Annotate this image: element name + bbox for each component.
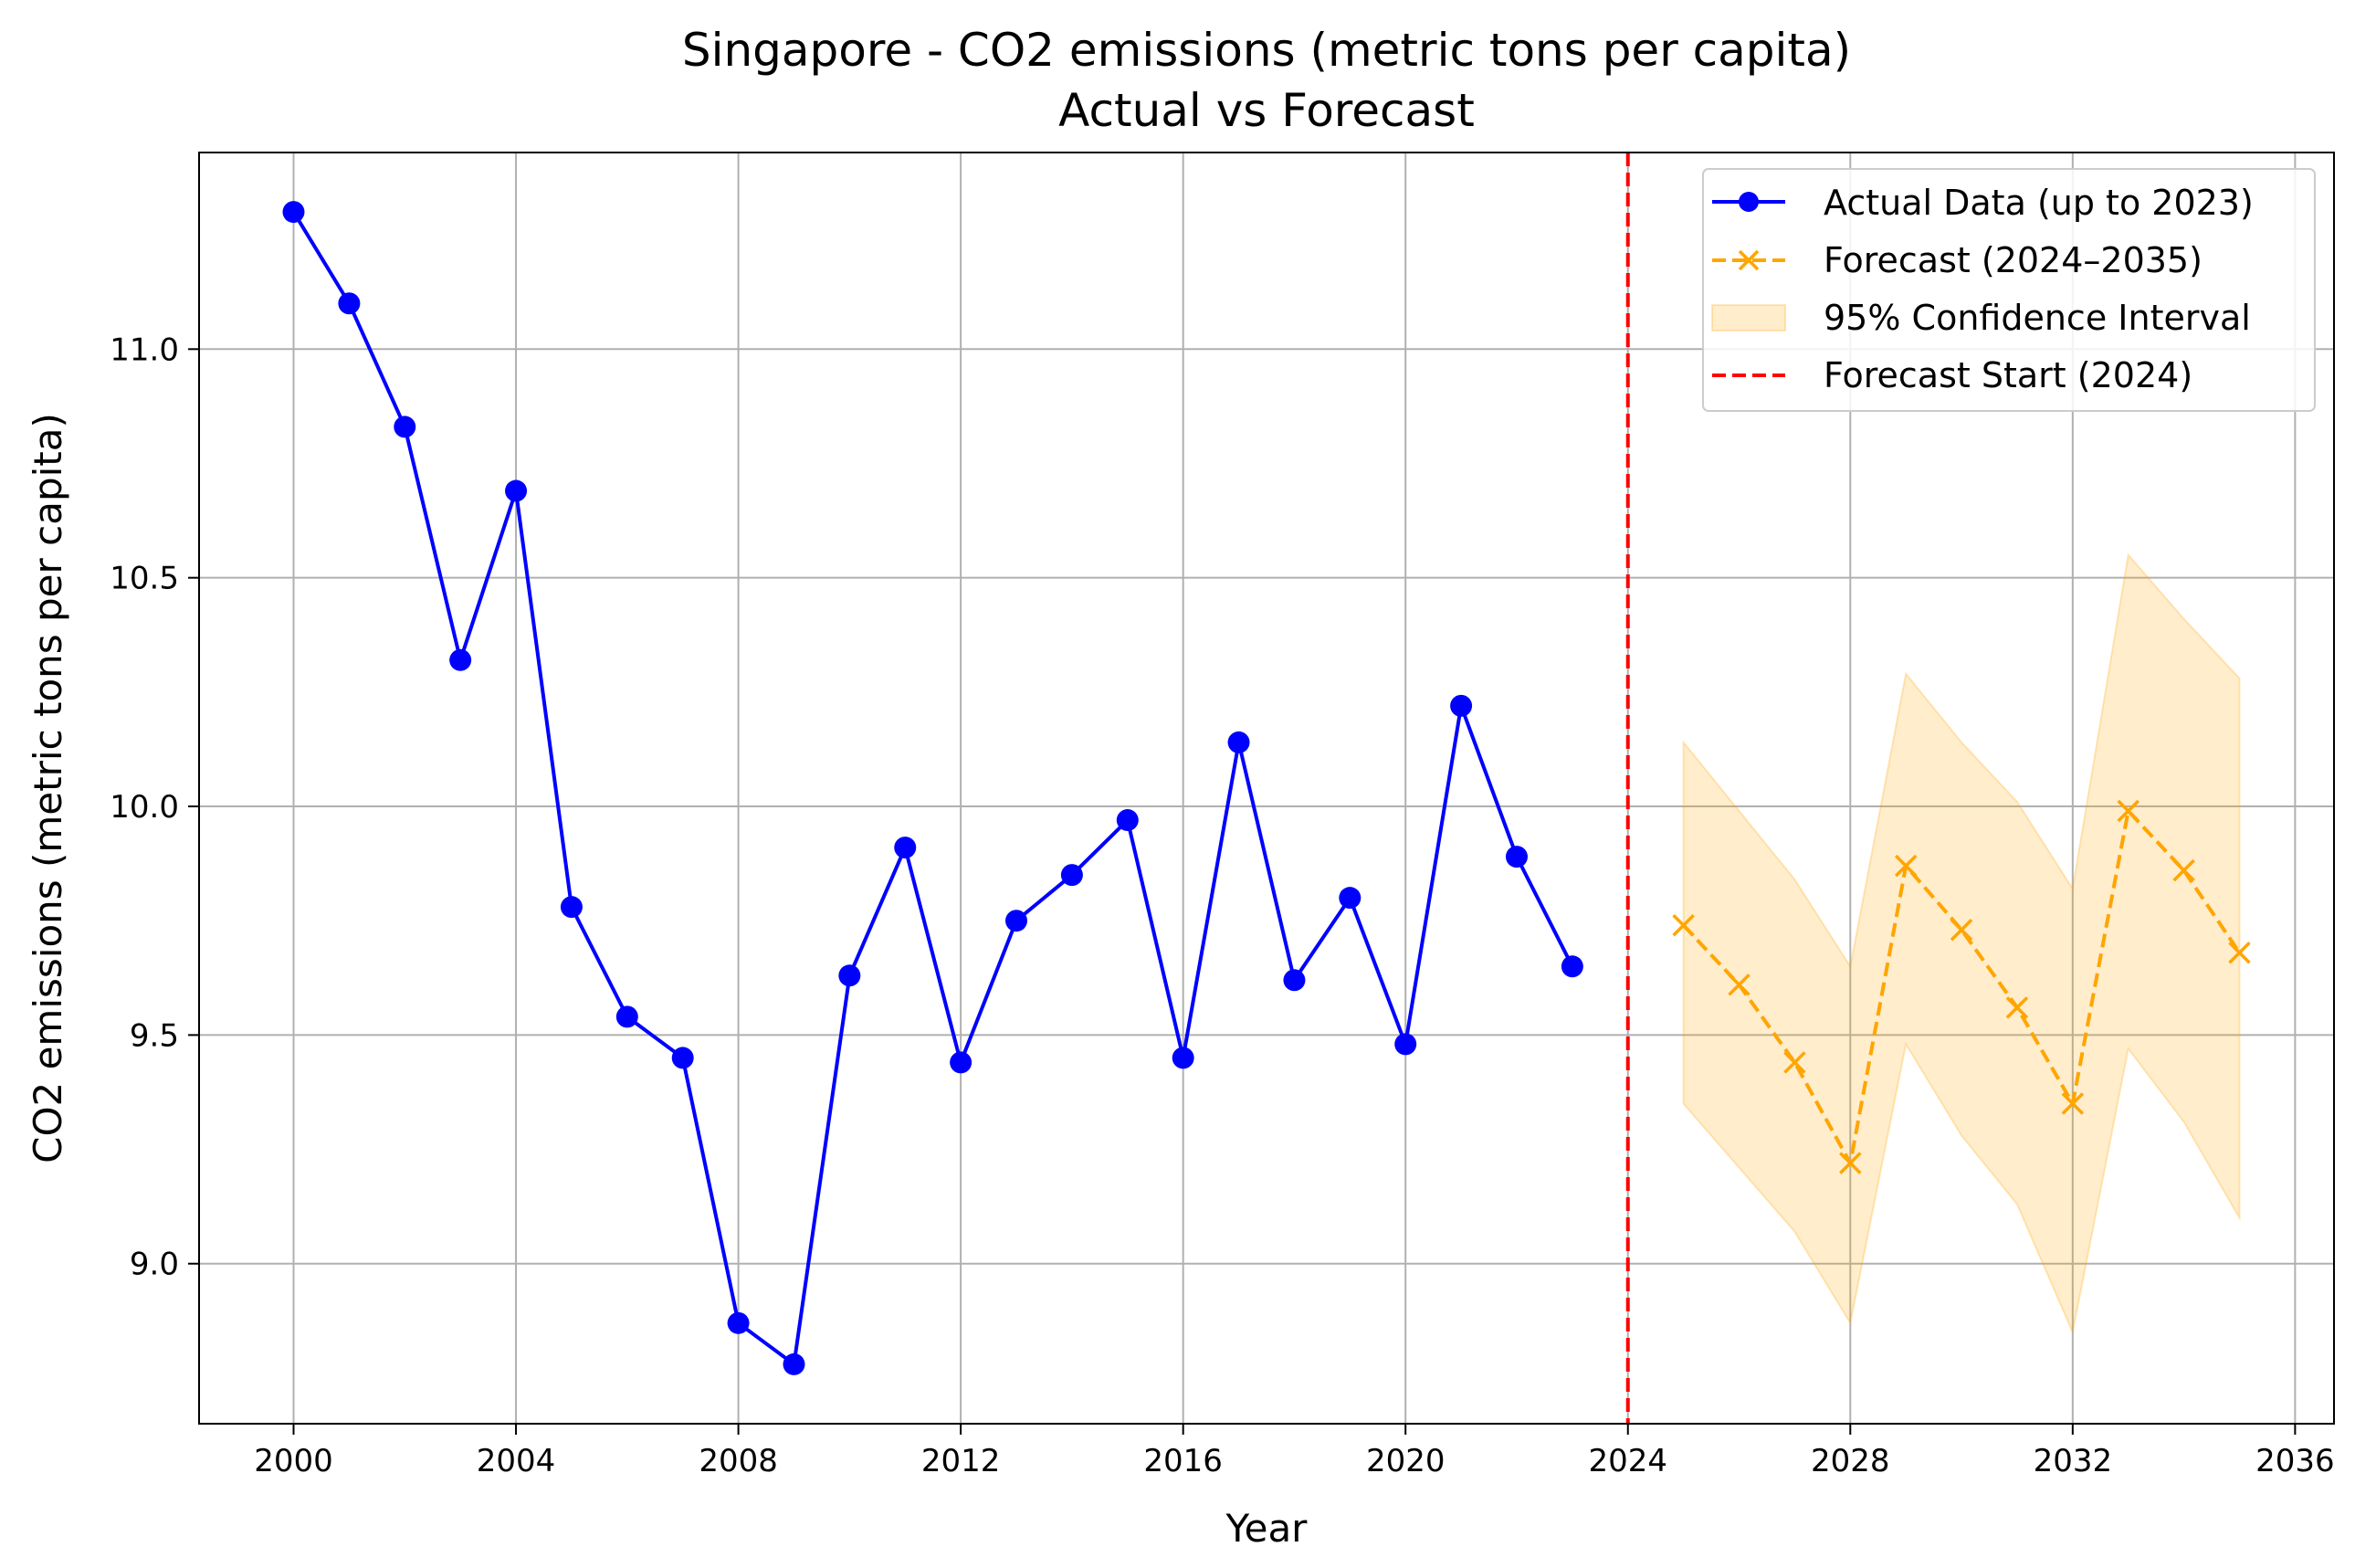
actual-point — [1005, 910, 1028, 932]
forecast-point — [2061, 1092, 2085, 1115]
legend: Actual Data (up to 2023) Forecast (2024–… — [1702, 168, 2316, 412]
actual-point — [505, 479, 528, 502]
forecast-point — [1783, 1051, 1806, 1074]
y-tick-label: 11.0 — [110, 331, 179, 368]
actual-point — [1561, 955, 1583, 978]
actual-point — [1505, 846, 1528, 868]
x-tick-label: 2012 — [921, 1443, 1001, 1479]
legend-frame — [1702, 168, 2316, 412]
forecast-point — [1839, 1152, 1862, 1174]
x-tick-label: 2016 — [1143, 1443, 1223, 1479]
forecast-point — [1950, 918, 1973, 942]
actual-point — [1060, 864, 1083, 887]
actual-point — [950, 1051, 972, 1074]
actual-point — [1116, 809, 1139, 832]
actual-point — [338, 292, 361, 315]
x-tick-label: 2032 — [2034, 1443, 2113, 1479]
x-axis-label: Year — [1225, 1506, 1309, 1551]
y-tick-label: 10.0 — [110, 789, 179, 826]
legend-actual-label: Actual Data (up to 2023) — [1824, 183, 2254, 223]
chart-title: Singapore - CO2 emissions (metric tons p… — [682, 24, 1851, 77]
x-tick-label: 2024 — [1588, 1443, 1667, 1479]
actual-point — [671, 1047, 694, 1069]
y-axis-label: CO2 emissions (metric tons per capita) — [26, 413, 70, 1163]
actual-point — [1394, 1033, 1417, 1056]
legend-forecast-marker — [1738, 249, 1760, 271]
actual-point — [615, 1005, 638, 1028]
forecast-point — [2117, 799, 2139, 823]
forecast-point — [1728, 973, 1750, 996]
actual-point — [1339, 887, 1361, 910]
x-tick-label: 2036 — [2255, 1443, 2335, 1479]
y-tick-label: 9.5 — [130, 1017, 179, 1054]
forecast-line — [1682, 809, 2242, 1165]
actual-line — [291, 211, 1574, 1366]
x-axis: 2000 2004 2008 2012 2016 2020 2024 2028 2032 2036 — [254, 1424, 2335, 1479]
y-tick-label: 9.0 — [130, 1247, 179, 1283]
forecast-point — [1894, 854, 1918, 878]
forecast-point — [2228, 942, 2251, 964]
actual-point — [1227, 731, 1250, 753]
actual-point — [449, 648, 472, 671]
confidence-band — [1682, 552, 2241, 1336]
legend-ci-swatch — [1711, 304, 1786, 331]
legend-forecast-label: Forecast (2024–2035) — [1824, 240, 2203, 280]
actual-point — [838, 964, 861, 987]
forecast-point — [2172, 858, 2195, 882]
legend-ci-label: 95% Confidence Interval — [1824, 298, 2251, 338]
y-tick-label: 10.5 — [110, 561, 179, 597]
x-tick-label: 2000 — [254, 1443, 333, 1479]
actual-point — [560, 896, 583, 919]
x-tick-label: 2028 — [1811, 1443, 1890, 1479]
actual-point — [394, 416, 416, 438]
actual-point — [282, 201, 305, 224]
actual-point — [1283, 969, 1306, 992]
actual-point — [1450, 694, 1473, 717]
actual-point — [727, 1311, 750, 1334]
x-tick-label: 2020 — [1366, 1443, 1446, 1479]
actual-point — [1172, 1047, 1194, 1069]
series-layer — [282, 201, 2251, 1375]
forecast-point — [2005, 996, 2029, 1019]
x-tick-label: 2008 — [699, 1443, 778, 1479]
legend-vline-label: Forecast Start (2024) — [1824, 355, 2192, 395]
plot-frame — [198, 152, 2335, 1425]
y-axis: 9.0 9.5 10.0 10.5 11.0 — [110, 331, 199, 1283]
confidence-interval-layer — [1682, 552, 2241, 1336]
legend-actual-marker — [1739, 192, 1759, 212]
chart-subtitle: Actual vs Forecast — [1058, 84, 1475, 137]
actual-point — [783, 1352, 805, 1375]
actual-point — [894, 837, 917, 859]
x-tick-label: 2004 — [477, 1443, 556, 1479]
forecast-point — [1672, 913, 1695, 937]
